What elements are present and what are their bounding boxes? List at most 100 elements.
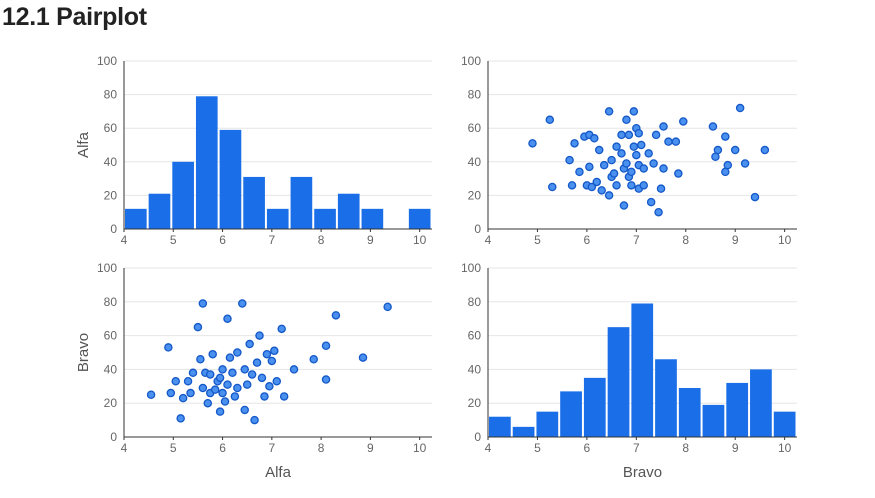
scatter-point	[223, 380, 232, 389]
y-tick-label: 60	[468, 121, 482, 135]
x-tick-label: 5	[534, 441, 541, 455]
x-tick-label: 7	[268, 233, 275, 247]
x-tick-label: 9	[367, 233, 374, 247]
y-tick-label: 100	[461, 261, 481, 275]
histogram-bar	[536, 411, 559, 437]
scatter-point	[176, 414, 185, 423]
panel-alfa-vs-bravo-scatter: 0 20 40 60 80 100 4 5 6 7 8 9 10	[461, 54, 797, 247]
y-tick-label: 80	[468, 295, 482, 309]
histogram-bar	[607, 327, 630, 437]
histogram-bar	[148, 193, 171, 229]
scatter-point	[210, 385, 220, 394]
histogram-bar	[314, 208, 336, 229]
scatter-point	[245, 339, 254, 349]
scatter-point	[193, 322, 203, 332]
y-tick-label: 40	[468, 155, 482, 169]
x-tick-label: 10	[778, 441, 792, 455]
scatter-point	[545, 115, 555, 125]
panel-bravo-histogram: 0 20 40 60 80 100 4 5 6 7 8 9 10 Bravo	[461, 261, 797, 481]
scatter-point	[250, 415, 259, 425]
scatter-point	[671, 137, 681, 146]
scatter-point	[242, 380, 252, 389]
y-tick-label: 40	[104, 155, 118, 169]
scatter-point	[565, 155, 574, 165]
scatter-point	[607, 155, 616, 165]
scatter-point	[594, 145, 604, 155]
scatter-point	[713, 145, 723, 155]
y-tick-label: 100	[97, 261, 117, 275]
scatter-point	[604, 107, 614, 116]
y-tick-label: 20	[468, 396, 482, 410]
histogram-bar	[560, 391, 582, 437]
scatter-point	[664, 137, 673, 146]
x-tick-label: 6	[219, 441, 226, 455]
y-tick-label: 60	[104, 121, 118, 135]
y-tick-label: 60	[468, 329, 482, 343]
scatter-point	[205, 370, 215, 379]
scatter-point	[257, 373, 267, 383]
x-tick-label: 4	[485, 233, 492, 247]
scatter-point	[358, 353, 368, 362]
x-tick-label: 6	[584, 441, 591, 455]
y-tick-label: 0	[110, 222, 117, 236]
scatter-point	[654, 207, 663, 217]
scatter-point	[220, 397, 230, 406]
y-tick-label: 0	[474, 222, 481, 236]
scatter-point	[679, 117, 688, 126]
panel-bravo-vs-alfa-scatter: 0 20 40 60 80 100 4 5 6 7 8 9 10 Bravo Alfa	[75, 261, 432, 481]
scatter-point	[609, 169, 619, 178]
scatter-point	[321, 375, 331, 384]
scatter-point	[528, 139, 537, 148]
scatter-point	[612, 181, 621, 190]
histogram-bar	[583, 377, 606, 437]
scatter-point	[612, 142, 621, 151]
scatter-point	[656, 184, 666, 193]
scatter-point	[592, 177, 602, 187]
y-axis-title: Alfa	[75, 131, 92, 158]
scatter-point	[171, 376, 180, 386]
scatter-point	[208, 349, 217, 359]
scatter-point	[146, 390, 156, 399]
scatter-point	[619, 201, 629, 210]
scatter-point	[383, 302, 392, 312]
histogram-bar	[243, 176, 265, 229]
scatter-point	[627, 181, 636, 190]
y-tick-label: 60	[104, 329, 118, 343]
scatter-point	[270, 346, 279, 356]
scatter-point	[166, 388, 176, 398]
y-tick-label: 40	[468, 362, 482, 376]
scatter-point	[599, 160, 609, 170]
x-tick-label: 8	[682, 233, 689, 247]
scatter-point	[639, 164, 648, 173]
scatter-point	[178, 393, 188, 403]
x-tick-label: 7	[268, 441, 275, 455]
scatter-point	[646, 197, 656, 207]
y-tick-label: 80	[104, 88, 118, 102]
scatter-point	[279, 392, 289, 401]
scatter-point	[215, 407, 225, 416]
histogram-bar	[489, 416, 511, 437]
scatter-point	[238, 299, 247, 308]
scatter-point	[255, 331, 264, 340]
x-tick-label: 4	[121, 233, 128, 247]
y-tick-label: 20	[104, 396, 118, 410]
scatter-point	[644, 149, 653, 158]
scatter-point	[708, 122, 718, 131]
histogram-bar	[678, 387, 701, 437]
scatter-point	[632, 150, 641, 160]
y-tick-label: 40	[104, 362, 118, 376]
scatter-point	[637, 140, 646, 150]
scatter-point	[228, 368, 237, 378]
scatter-point	[233, 348, 242, 357]
page-title: 12.1 Pairplot	[2, 3, 147, 31]
scatter-point	[750, 192, 760, 202]
histogram-bar	[195, 96, 218, 229]
x-axis-title: Alfa	[265, 464, 292, 481]
scatter-point	[289, 365, 299, 374]
scatter-point	[721, 132, 730, 141]
histogram-bar	[512, 426, 535, 437]
y-axis-title: Bravo	[75, 333, 92, 372]
scatter-point	[639, 181, 648, 190]
x-tick-label: 4	[121, 441, 128, 455]
